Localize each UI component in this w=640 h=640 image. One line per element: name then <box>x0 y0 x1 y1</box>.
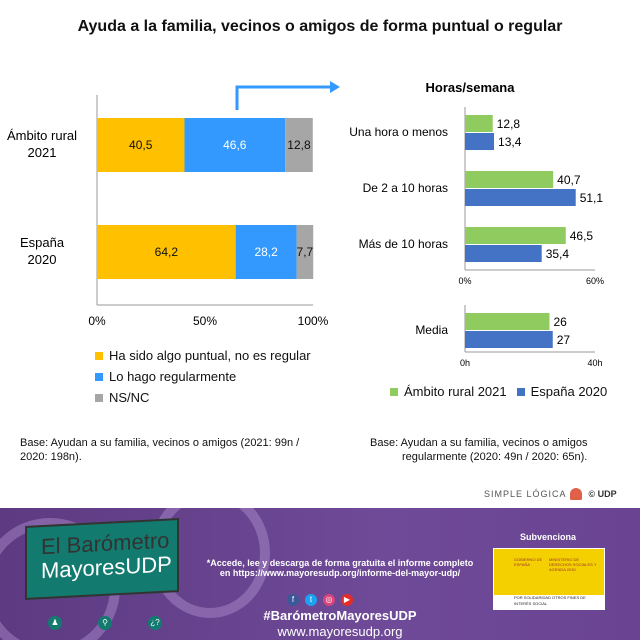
x-tick-label: 100% <box>298 314 329 328</box>
bar <box>465 227 566 244</box>
youtube-icon[interactable]: ▶ <box>341 594 353 606</box>
data-label: 27 <box>557 333 571 347</box>
category-label: España <box>20 235 65 250</box>
legend-item: España 2020 <box>516 384 607 399</box>
data-label: 35,4 <box>546 247 570 261</box>
data-label: 64,2 <box>155 245 179 259</box>
promo-text: *Accede, lee y descarga de forma gratuit… <box>206 558 474 578</box>
arrow-connector <box>235 85 330 110</box>
hashtag: #BarómetroMayoresUDP <box>263 608 417 623</box>
data-label: 26 <box>554 315 568 329</box>
legend-item: Ha sido algo puntual, no es regular <box>95 348 311 363</box>
data-label: 12,8 <box>497 117 521 131</box>
legend-item: NS/NC <box>95 390 311 405</box>
data-label: 7,7 <box>297 245 314 259</box>
bar-segment <box>235 225 297 279</box>
data-label: 13,4 <box>498 135 522 149</box>
twitter-icon[interactable]: t <box>305 594 317 606</box>
x-tick-label: 60% <box>586 276 604 286</box>
category-label: Una hora o menos <box>349 125 448 139</box>
bar-segment <box>285 118 313 172</box>
base-note-left: Base: Ayudan a su familia, vecinos o ami… <box>20 437 300 463</box>
x-tick-label: 0% <box>88 314 106 328</box>
x-tick-label: 40h <box>587 358 602 368</box>
left-legend: Ha sido algo puntual, no es regular Lo h… <box>95 348 311 411</box>
x-tick-label: 50% <box>193 314 217 328</box>
bar <box>465 171 554 188</box>
category-label: 2020 <box>28 252 57 267</box>
bar-segment <box>97 225 236 279</box>
category-label: 2021 <box>28 145 57 160</box>
category-label: Más de 10 horas <box>359 237 448 251</box>
chart-title: Ayuda a la familia, vecinos o amigos de … <box>77 18 563 35</box>
x-tick-label: 0% <box>458 276 471 286</box>
bar-segment <box>296 225 314 279</box>
simple-logica-credit: SIMPLE LÓGICA © UDP <box>484 488 617 500</box>
right-chart-title: Horas/semana <box>426 80 516 95</box>
category-label: De 2 a 10 horas <box>363 181 448 195</box>
x-tick-label: 0h <box>460 358 470 368</box>
data-label: 28,2 <box>254 245 278 259</box>
social-links: f t ◎ ▶ <box>287 594 353 606</box>
bar <box>465 133 495 150</box>
footer-icons: ♟ ⚲ ¿? <box>48 616 162 630</box>
barometro-logo: El Barómetro MayoresUDP <box>25 517 179 601</box>
data-label: 51,1 <box>580 191 604 205</box>
right-legend: Ámbito rural 2021 España 2020 <box>390 384 607 405</box>
person-icon: ♟ <box>48 616 62 630</box>
charts: 0% 50% 100% 40,5 46,6 12,8 Ámbito rural 2021 64,… <box>7 80 604 368</box>
data-label: 12,8 <box>287 138 311 152</box>
bar <box>465 115 493 132</box>
gobierno-logo: GOBIERNO DE ESPAÑA MINISTERIO DE DERECHO… <box>493 548 605 610</box>
instagram-icon[interactable]: ◎ <box>323 594 335 606</box>
data-label: 40,7 <box>557 173 581 187</box>
bar <box>465 245 542 262</box>
category-label: Media <box>415 323 448 337</box>
search-icon: ⚲ <box>98 616 112 630</box>
legend-item: Ámbito rural 2021 <box>390 384 507 399</box>
data-label: 46,6 <box>223 138 247 152</box>
bar <box>465 313 550 330</box>
base-note-right: Base: Ayudan a su familia, vecinos o ami… <box>370 437 588 463</box>
bar-segment <box>184 118 286 172</box>
bar <box>465 331 553 348</box>
website-link[interactable]: www.mayoresudp.org <box>277 624 403 639</box>
data-label: 46,5 <box>570 229 594 243</box>
subvenciona-label: Subvenciona <box>519 532 576 542</box>
facebook-icon[interactable]: f <box>287 594 299 606</box>
footer-banner: El Barómetro MayoresUDP *Accede, lee y d… <box>0 508 640 640</box>
data-label: 40,5 <box>129 138 153 152</box>
bar <box>465 189 576 206</box>
tree-logo-icon <box>569 488 582 500</box>
legend-item: Lo hago regularmente <box>95 369 311 384</box>
question-icon: ¿? <box>148 616 162 630</box>
arrow-head-icon <box>330 81 340 93</box>
category-label: Ámbito rural <box>7 128 77 143</box>
bar-segment <box>97 118 185 172</box>
